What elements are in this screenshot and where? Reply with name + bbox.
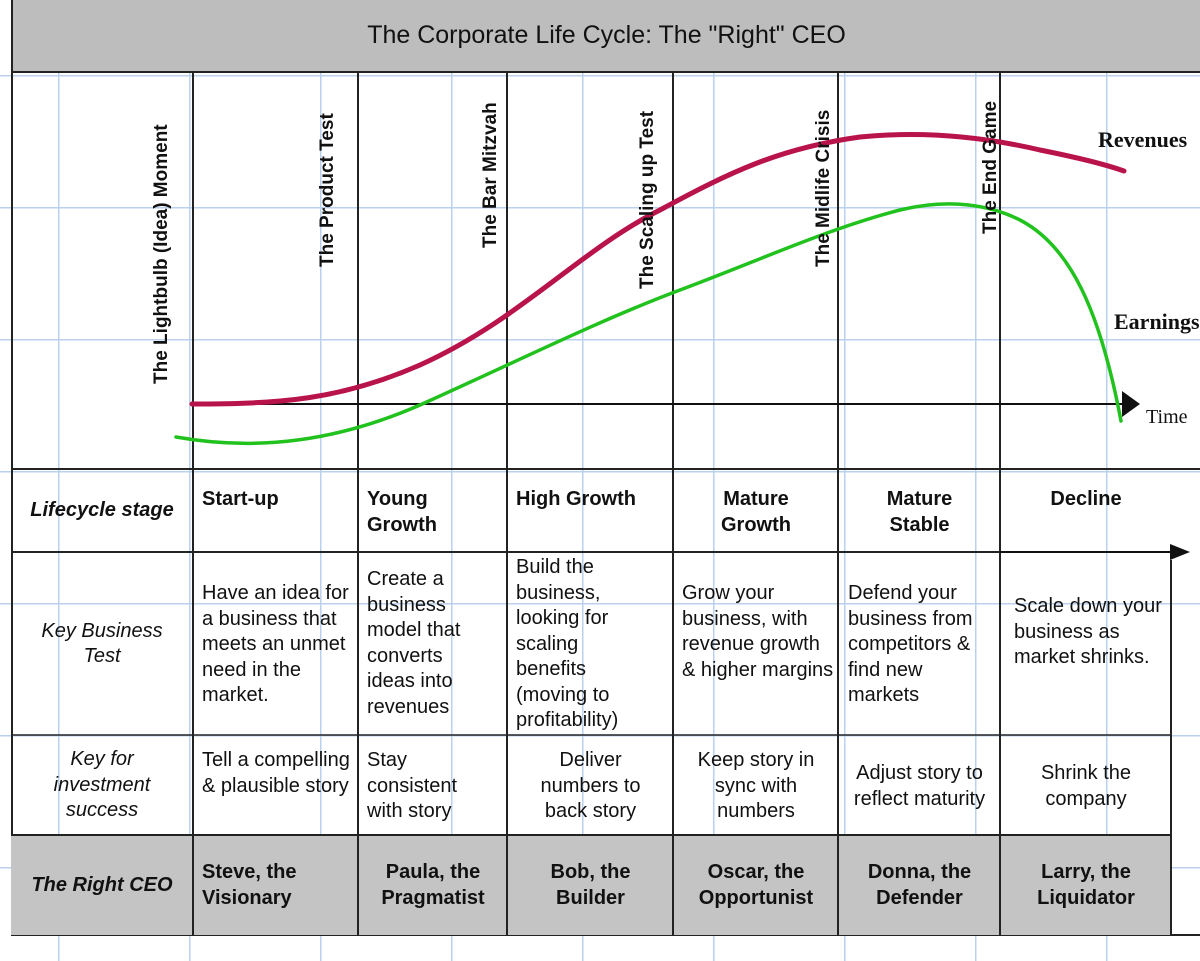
time-label: Time: [1146, 406, 1188, 428]
ceo-name: Paula, the Pragmatist: [381, 861, 485, 909]
milestone-scaling-up: The Scaling up Test: [637, 110, 658, 289]
milestone-lightbulb: The Lightbulb (Idea) Moment: [151, 124, 172, 384]
investment-success-text: Stay consistent with story: [367, 749, 458, 822]
investment-success-text: Shrink the company: [1040, 762, 1132, 810]
investment-success-text: Adjust story to reflect maturity: [853, 762, 986, 810]
investment-success-text: Keep story in sync with numbers: [697, 749, 815, 822]
milestone-end-game: The End Game: [980, 100, 1001, 234]
business-test-text: Scale down your business as market shrin…: [1014, 595, 1162, 668]
milestone-bar-mitzvah: The Bar Mitzvah: [480, 102, 501, 248]
page-title: The Corporate Life Cycle: The "Right" CE…: [11, 0, 1200, 73]
stage-name: High Growth: [516, 488, 636, 510]
business-test-text: Grow your business, with revenue growth …: [682, 582, 834, 681]
business-test-text: Have an idea for a business that meets a…: [202, 582, 349, 706]
investment-success-text: Deliver numbers to back story: [540, 749, 641, 822]
time-axis-arrow-icon: [1122, 391, 1140, 417]
investment-success-text: Tell a compelling & plausible story: [202, 749, 350, 797]
earnings-curve: [174, 202, 1123, 446]
ceo-name: Oscar, the Opportunist: [698, 861, 814, 909]
ceo-row-background: [11, 835, 1171, 935]
revenues-curve: [189, 132, 1127, 407]
key-business-test-label: Key Business Test: [41, 619, 163, 668]
ceo-name: Bob, the Builder: [550, 861, 631, 909]
key-investment-success-label: Key for investment success: [53, 748, 151, 822]
business-test-text: Build the business, looking for scaling …: [516, 556, 619, 731]
lifecycle-stage-label: Lifecycle stage: [30, 499, 174, 522]
ceo-name: Steve, the Visionary: [202, 861, 297, 909]
revenues-label: Revenues: [1098, 127, 1188, 152]
stage-name: Start-up: [202, 488, 279, 510]
milestone-midlife-crisis: The Midlife Crisis: [813, 109, 834, 267]
stage-name: Mature Growth: [721, 488, 791, 536]
stage-name: Decline: [1050, 488, 1122, 510]
test-row-arrow-icon: [1170, 544, 1190, 560]
ceo-name: Larry, the Liquidator: [1037, 861, 1135, 909]
business-test-text: Create a business model that converts id…: [367, 568, 461, 718]
right-ceo-label: The Right CEO: [31, 873, 173, 896]
earnings-label: Earnings: [1114, 309, 1200, 334]
stage-name: Young Growth: [367, 488, 437, 536]
ceo-name: Donna, the Defender: [867, 861, 972, 909]
milestone-product-test: The Product Test: [317, 113, 338, 267]
business-test-text: Defend your business from competitors & …: [848, 582, 973, 706]
stage-name: Mature Stable: [886, 488, 953, 536]
